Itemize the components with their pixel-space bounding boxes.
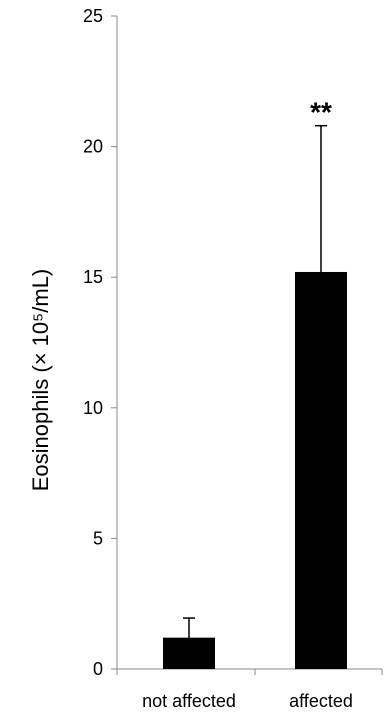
bar — [163, 637, 215, 669]
y-axis: 0 5 10 15 20 25 — [83, 6, 118, 679]
bar — [295, 271, 347, 669]
y-tick-label: 10 — [83, 398, 103, 418]
x-axis: not affected affected — [116, 668, 383, 711]
bars — [163, 271, 347, 669]
error-bars — [183, 124, 327, 638]
annotations: ** — [310, 97, 332, 128]
significance-annotation: ** — [310, 97, 332, 128]
y-tick-label: 0 — [93, 659, 103, 679]
y-tick-label: 15 — [83, 267, 103, 287]
x-tick-label: not affected — [142, 691, 236, 711]
y-tick-label: 20 — [83, 137, 103, 157]
y-axis-label: Eosinophils (× 10⁵/mL) — [28, 269, 53, 492]
y-tick-label: 25 — [83, 6, 103, 26]
y-tick-label: 5 — [93, 528, 103, 548]
x-tick-label: affected — [289, 691, 353, 711]
